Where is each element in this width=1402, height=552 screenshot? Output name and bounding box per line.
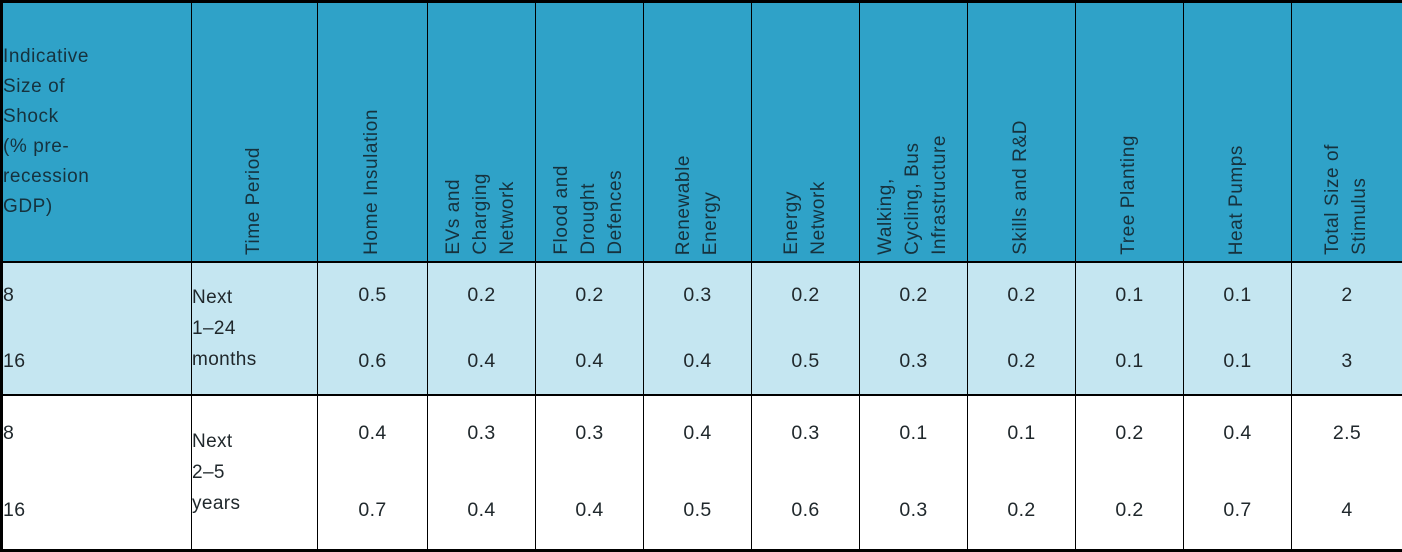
header-evs-charging-network: EVs and Charging Network	[427, 1, 536, 263]
header-renewable-energy-label: Renewable Energy	[672, 154, 721, 255]
value-cell: 4	[1291, 471, 1402, 551]
value-cell: 0.2	[967, 471, 1076, 551]
value-cell: 0.5	[751, 328, 860, 396]
value-cell: 0.2	[967, 328, 1076, 396]
value-cell: 0.4	[643, 328, 752, 396]
header-home-insulation: Home Insulation	[317, 1, 428, 263]
shock-cell: 16	[1, 328, 192, 396]
header-tree-planting: Tree Planting	[1075, 1, 1184, 263]
value-cell: 0.2	[751, 261, 860, 329]
value-cell: 0.7	[317, 471, 428, 551]
value-cell: 0.3	[643, 261, 752, 329]
value-cell: 0.3	[427, 394, 536, 472]
value-cell: 0.4	[427, 328, 536, 396]
header-tree-planting-label: Tree Planting	[1118, 135, 1140, 255]
value-cell: 0.1	[1183, 328, 1292, 396]
value-cell: 0.3	[751, 394, 860, 472]
value-cell: 0.2	[427, 261, 536, 329]
value-cell: 0.2	[535, 261, 644, 329]
header-home-insulation-label: Home Insulation	[361, 109, 383, 255]
header-row: Indicative Size of Shock (% pre- recessi…	[1, 1, 1402, 263]
value-cell: 0.4	[427, 471, 536, 551]
value-cell: 0.4	[535, 471, 644, 551]
table-row: 16 0.6 0.4 0.4 0.4 0.5 0.3 0.2 0.1 0.1 3	[1, 328, 1402, 396]
value-cell: 0.2	[1075, 471, 1184, 551]
header-time-period-label: Time Period	[243, 146, 265, 255]
value-cell: 0.2	[1075, 394, 1184, 472]
header-time-period: Time Period	[191, 1, 318, 263]
header-flood-drought-defences-label: Flood and Drought Defences	[551, 165, 626, 255]
value-cell: 0.1	[1183, 261, 1292, 329]
value-cell: 0.1	[1075, 328, 1184, 396]
value-cell: 0.5	[643, 471, 752, 551]
shock-cell: 8	[1, 394, 192, 472]
value-cell: 0.2	[859, 261, 968, 329]
time-period-cell: Next 2–5 years	[191, 394, 318, 551]
header-skills-rd-label: Skills and R&D	[1010, 120, 1032, 255]
header-energy-network: Energy Network	[751, 1, 860, 263]
header-energy-network-label: Energy Network	[780, 181, 829, 255]
value-cell: 0.4	[535, 328, 644, 396]
header-total-stimulus-label: Total Size of Stimulus	[1322, 143, 1370, 255]
value-cell: 0.7	[1183, 471, 1292, 551]
table-row: 16 0.7 0.4 0.4 0.5 0.6 0.3 0.2 0.2 0.7 4	[1, 471, 1402, 551]
header-evs-charging-network-label: EVs and Charging Network	[443, 173, 518, 255]
value-cell: 0.3	[535, 394, 644, 472]
value-cell: 0.4	[1183, 394, 1292, 472]
header-heat-pumps-label: Heat Pumps	[1226, 144, 1248, 255]
value-cell: 0.1	[859, 394, 968, 472]
table-row: 8 Next 1–24 months 0.5 0.2 0.2 0.3 0.2 0…	[1, 261, 1402, 396]
value-cell: 0.6	[751, 471, 860, 551]
value-cell: 2.5	[1291, 394, 1402, 472]
value-cell: 0.1	[1075, 261, 1184, 329]
shock-cell: 16	[1, 471, 192, 551]
header-walking-cycling-bus: Walking, Cycling, Bus Infrastructure	[859, 1, 968, 263]
shock-cell: 8	[1, 261, 192, 329]
value-cell: 0.3	[859, 328, 968, 396]
value-cell: 2	[1291, 261, 1402, 329]
value-cell: 0.6	[317, 328, 428, 396]
value-cell: 0.1	[967, 394, 1076, 472]
header-shock-size: Indicative Size of Shock (% pre- recessi…	[1, 1, 192, 263]
value-cell: 3	[1291, 328, 1402, 396]
value-cell: 0.4	[643, 394, 752, 472]
header-heat-pumps: Heat Pumps	[1183, 1, 1292, 263]
header-total-stimulus: Total Size of Stimulus	[1291, 1, 1402, 263]
value-cell: 0.4	[317, 394, 428, 472]
value-cell: 0.3	[859, 471, 968, 551]
table-row: 8 Next 2–5 years 0.4 0.3 0.3 0.4 0.3 0.1…	[1, 394, 1402, 551]
value-cell: 0.2	[967, 261, 1076, 329]
header-skills-rd: Skills and R&D	[967, 1, 1076, 263]
time-period-cell: Next 1–24 months	[191, 261, 318, 396]
header-walking-cycling-bus-label: Walking, Cycling, Bus Infrastructure	[875, 134, 950, 255]
value-cell: 0.5	[317, 261, 428, 329]
header-renewable-energy: Renewable Energy	[643, 1, 752, 263]
header-flood-drought-defences: Flood and Drought Defences	[535, 1, 644, 263]
